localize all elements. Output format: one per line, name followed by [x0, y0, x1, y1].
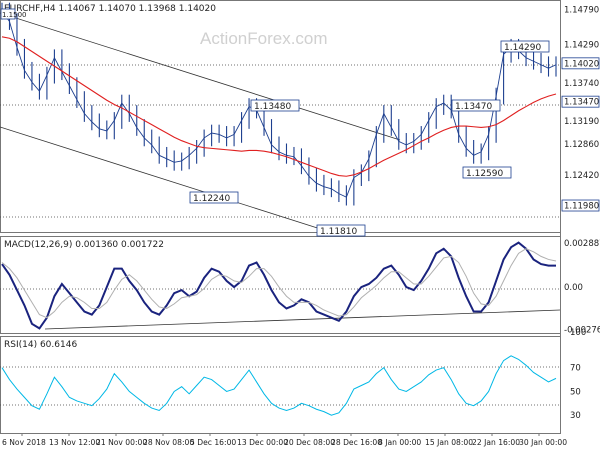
- x-tick-label: 20 Dec 08:00: [284, 438, 335, 447]
- svg-text:1.12590: 1.12590: [466, 169, 503, 179]
- macd-series: [1, 241, 557, 330]
- price-tick-label: 1.14020: [564, 59, 599, 69]
- price-close-line: [1, 10, 557, 198]
- annotation-11810: 1.11810: [316, 224, 366, 237]
- x-tick-label: 30 Jan 00:00: [519, 438, 567, 447]
- svg-text:1.13480: 1.13480: [254, 102, 291, 112]
- macd-line: [1, 241, 556, 330]
- price-tick-label: 1.14290: [564, 41, 599, 51]
- price-ma-line: [1, 36, 557, 177]
- annotation-1500: 1.1500: [0, 8, 27, 20]
- annotation-12590: 1.12590: [462, 166, 512, 179]
- macd-tick-label: 0.00: [564, 283, 583, 293]
- annotation-12240: 1.12240: [189, 191, 239, 204]
- price-tick-label: 1.13470: [564, 98, 599, 108]
- rsi-tick-label: 70: [570, 364, 581, 374]
- annotation-14290: 1.14290: [500, 40, 550, 53]
- price-tick-label: 1.12860: [564, 140, 599, 150]
- macd-panel-frame: [0, 236, 561, 334]
- rsi-ticks: 100 70 50 30: [570, 328, 586, 421]
- annotation-13480: 1.13480: [250, 99, 300, 112]
- rsi-tick-label: 30: [570, 411, 581, 421]
- macd-trend-line: [44, 309, 561, 330]
- price-level-box: [561, 199, 600, 212]
- price-tick-label: 1.14790: [564, 6, 599, 16]
- price-tick-label: 1.11980: [564, 202, 599, 212]
- svg-text:1.13470: 1.13470: [455, 102, 492, 112]
- channel-lower-line: [0, 126, 331, 233]
- price-level-box: [561, 57, 600, 70]
- macd-tick-label: -0.002764: [564, 325, 600, 335]
- macd-ticks: 0.002887 0.00 -0.002764: [564, 239, 600, 336]
- x-tick-label: 15 Jan 08:00: [425, 438, 473, 447]
- price-tick-label: 1.13190: [564, 117, 599, 127]
- svg-text:1.12240: 1.12240: [193, 194, 230, 204]
- svg-text:1.11810: 1.11810: [320, 227, 357, 237]
- x-tick-label: 22 Jan 16:00: [472, 438, 520, 447]
- rsi-line: [1, 355, 557, 416]
- rsi-panel-frame: [0, 336, 561, 434]
- x-tick-label: 13 Dec 00:00: [237, 438, 288, 447]
- macd-signal-line: [1, 248, 557, 319]
- annotation-13470: 1.13470: [451, 99, 501, 112]
- x-tick-label: 28 Dec 16:00: [331, 438, 382, 447]
- rsi-tick-label: 100: [570, 328, 586, 338]
- price-title: EURCHF,H4 1.14067 1.14070 1.13968 1.1402…: [4, 4, 216, 14]
- x-tick-label: 6 Nov 2018: [2, 438, 46, 447]
- x-tick-label: 13 Nov 12:00: [49, 438, 100, 447]
- x-tick-label: 5 Dec 16:00: [190, 438, 236, 447]
- macd-tick-label: 0.002887: [564, 239, 600, 249]
- price-ticks: 1.14790 1.14290 1.14020 1.13740 1.13470 1.131…: [561, 6, 600, 212]
- svg-text:1.1500: 1.1500: [2, 11, 27, 19]
- rsi-series: [1, 355, 557, 416]
- x-tick-label: 28 Nov 08:00: [143, 438, 194, 447]
- price-tick-label: 1.12420: [564, 171, 599, 181]
- x-tick-label: 8 Jan 00:00: [378, 438, 421, 447]
- svg-text:1.14290: 1.14290: [504, 43, 541, 53]
- watermark: ActionForex.com: [200, 29, 328, 48]
- rsi-tick-label: 50: [570, 387, 581, 397]
- price-series: [1, 10, 557, 198]
- macd-title: MACD(12,26,9) 0.001360 0.001722: [4, 240, 164, 250]
- price-tick-label: 1.13740: [564, 79, 599, 89]
- price-panel-frame: [0, 0, 561, 233]
- rsi-title: RSI(14) 60.6146: [4, 340, 77, 350]
- channel-upper-line: [0, 12, 401, 141]
- price-level-box: [561, 95, 600, 108]
- x-tick-label: 21 Nov 00:00: [96, 438, 147, 447]
